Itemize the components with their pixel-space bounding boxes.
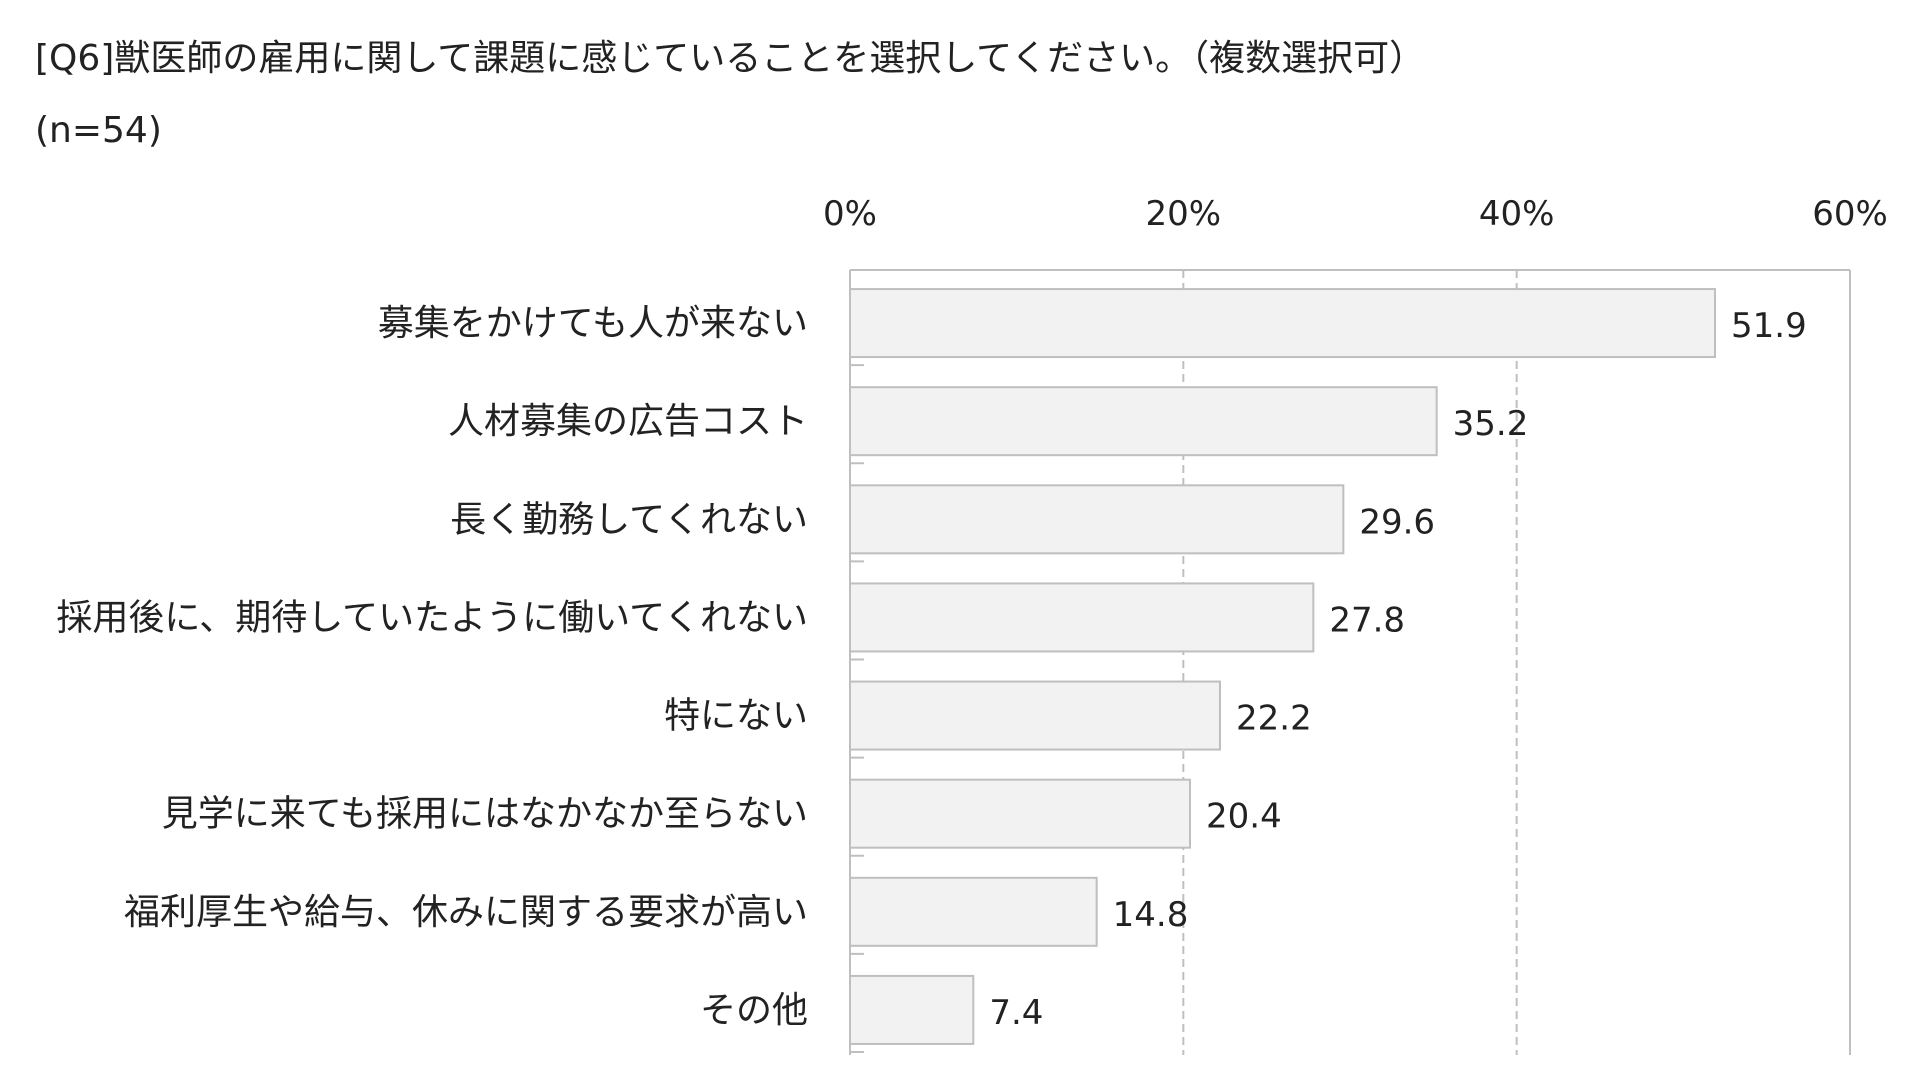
bar (849, 876, 1098, 947)
bar (849, 484, 1345, 555)
bar (849, 288, 1716, 359)
category-label: 人材募集の広告コスト (448, 401, 808, 442)
bars-layer (849, 288, 1716, 1045)
labels-layer: 0% 20% 40% 60% 募集をかけても人が来ない 51.9 人材募集の広告コスト 35.… (56, 194, 1887, 1033)
category-label: 特にない (664, 696, 808, 737)
chart-subtitle: (n=54) (35, 110, 162, 151)
data-label: 51.9 (1731, 306, 1807, 346)
x-tick-label: 20% (1146, 194, 1222, 234)
category-label: その他 (700, 990, 808, 1031)
category-label: 長く勤務してくれない (450, 499, 808, 540)
data-label: 35.2 (1453, 404, 1529, 444)
x-tick-label: 0% (823, 194, 877, 234)
grid-layer (849, 269, 1851, 1055)
x-tick-label: 40% (1479, 194, 1555, 234)
category-label: 採用後に、期待していたように働いてくれない (56, 597, 808, 638)
bar (849, 778, 1191, 849)
data-label: 7.4 (989, 993, 1043, 1033)
category-label: 見学に来ても採用にはなかなか至らない (162, 794, 808, 835)
bar (849, 386, 1438, 457)
bar (849, 974, 975, 1045)
data-label: 20.4 (1206, 797, 1282, 837)
data-label: 27.8 (1329, 600, 1405, 640)
chart-title: [Q6]獣医師の雇用に関して課題に感じていることを選択してください。（複数選択可… (35, 38, 1426, 79)
bar (849, 680, 1221, 751)
category-label: 募集をかけても人が来ない (378, 303, 808, 344)
data-label: 29.6 (1359, 502, 1435, 542)
x-tick-label: 60% (1812, 194, 1888, 234)
data-label: 14.8 (1113, 895, 1189, 935)
category-label: 福利厚生や給与、休みに関する要求が高い (124, 892, 808, 933)
data-label: 22.2 (1236, 699, 1312, 739)
bar (849, 582, 1315, 653)
